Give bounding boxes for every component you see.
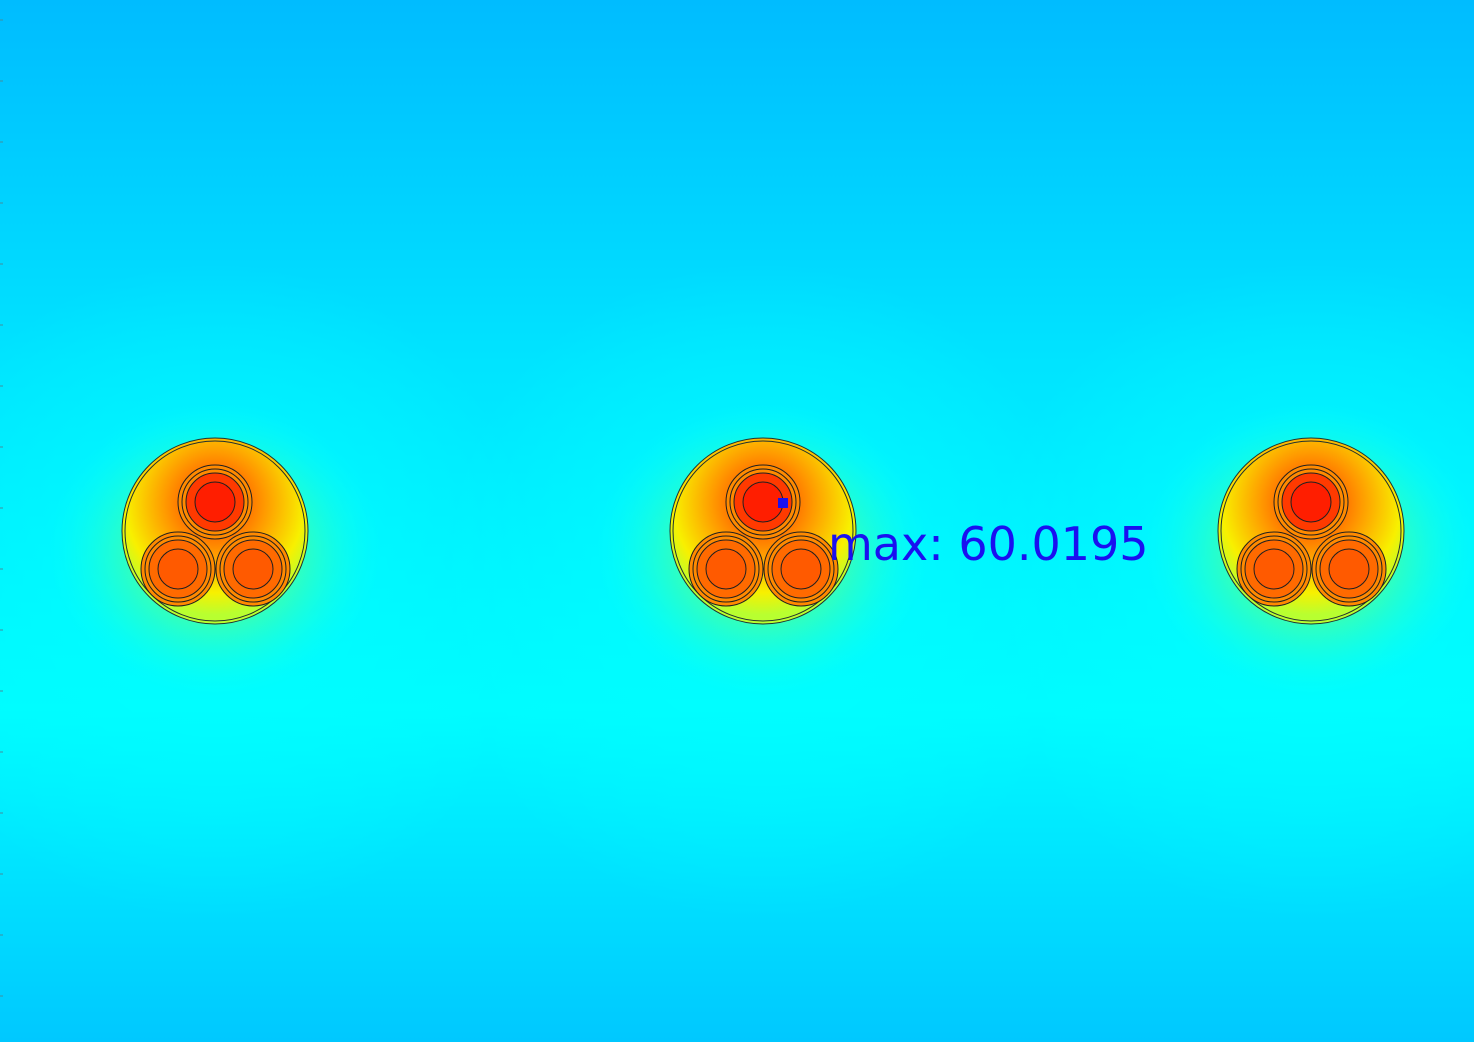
conductor-core: [1253, 548, 1295, 590]
conductor-screen: [692, 535, 760, 603]
conductor-screen: [767, 535, 835, 603]
cable-sheath: [124, 440, 306, 622]
conductor-screen: [1240, 535, 1308, 603]
conductor-screen: [181, 468, 249, 536]
conductor-core: [194, 481, 236, 523]
cable-sheath: [672, 440, 854, 622]
conductor-core: [742, 481, 784, 523]
conductor-core: [1290, 481, 1332, 523]
cable-sheath: [1220, 440, 1402, 622]
conductor-screen: [1277, 468, 1345, 536]
conductor-screen: [729, 468, 797, 536]
conductor-screen: [219, 535, 287, 603]
max-annotation: max: 60.0195: [828, 517, 1149, 571]
conductor-core: [780, 548, 822, 590]
conductor-core: [232, 548, 274, 590]
conductor-core: [157, 548, 199, 590]
conductor-screen: [1315, 535, 1383, 603]
max-marker: [778, 498, 788, 508]
conductor-core: [705, 548, 747, 590]
cables: [0, 19, 1474, 997]
conductor-screen: [144, 535, 212, 603]
conductor-core: [1328, 548, 1370, 590]
